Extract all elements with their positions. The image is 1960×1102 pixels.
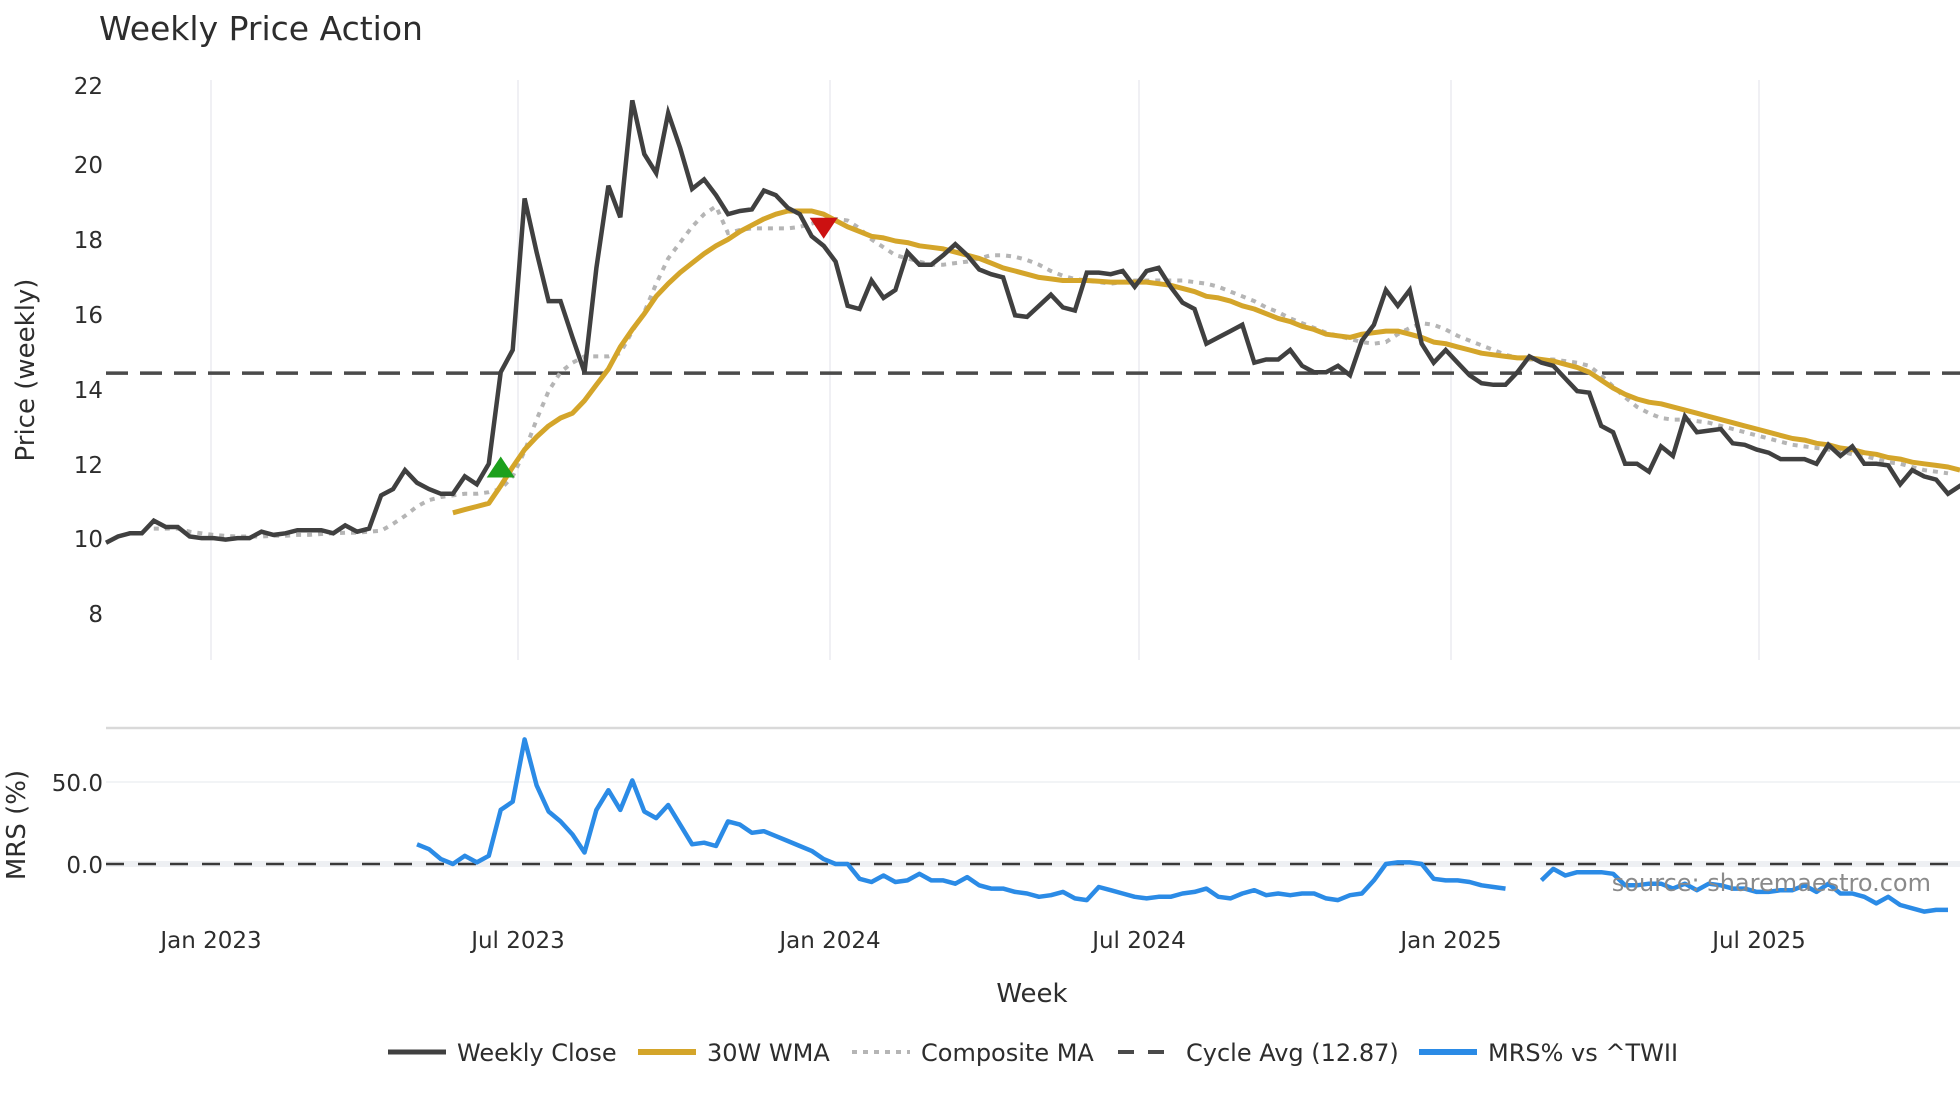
x-tick: Jul 2023	[469, 928, 565, 954]
price-tick: 18	[74, 228, 103, 254]
price-tick: 16	[74, 303, 103, 329]
price-grid	[210, 80, 1760, 660]
legend-item-cycle-avg[interactable]: Cycle Avg (12.87)	[1118, 1039, 1399, 1067]
price-tick: 22	[74, 74, 103, 100]
price-tick: 8	[88, 602, 103, 628]
mrs-tick: 50.0	[52, 771, 103, 797]
price-axis-title: Price (weekly)	[11, 279, 41, 462]
sell-signal-triangle-icon	[809, 217, 838, 239]
mrs-axis-title: MRS (%)	[2, 770, 32, 880]
legend: Weekly Close 30W WMA Composite MA Cycle …	[388, 1039, 1678, 1067]
legend-item-mrs[interactable]: MRS% vs ^TWII	[1419, 1039, 1678, 1067]
wma-30w-line	[452, 208, 1960, 516]
x-tick: Jan 2023	[158, 928, 261, 954]
mrs-tick: 0.0	[66, 853, 103, 879]
weekly-close-line	[104, 99, 1960, 545]
price-tick: 20	[74, 153, 103, 179]
price-tick: 12	[74, 453, 103, 479]
chart-title: Weekly Price Action	[99, 9, 423, 48]
x-axis: Jan 2023 Jul 2023 Jan 2024 Jul 2024 Jan …	[158, 928, 1805, 954]
mrs-line	[416, 737, 1948, 914]
legend-label: 30W WMA	[707, 1039, 830, 1067]
legend-label: MRS% vs ^TWII	[1488, 1039, 1678, 1067]
legend-item-weekly-close[interactable]: Weekly Close	[388, 1039, 617, 1067]
price-y-axis: 22 20 18 16 14 12 10 8	[74, 74, 103, 628]
x-tick: Jul 2025	[1710, 928, 1806, 954]
legend-item-30w-wma[interactable]: 30W WMA	[638, 1039, 830, 1067]
source-annotation: source: sharemaestro.com	[1612, 869, 1931, 897]
x-tick: Jan 2025	[1398, 928, 1501, 954]
legend-label: Cycle Avg (12.87)	[1186, 1039, 1399, 1067]
legend-label: Composite MA	[921, 1039, 1094, 1067]
legend-label: Weekly Close	[457, 1039, 617, 1067]
legend-item-composite-ma[interactable]: Composite MA	[852, 1039, 1094, 1067]
x-tick: Jan 2024	[777, 928, 880, 954]
price-tick: 10	[74, 527, 103, 553]
buy-signal-triangle-icon	[486, 456, 515, 478]
price-tick: 14	[74, 378, 103, 404]
x-tick: Jul 2024	[1090, 928, 1186, 954]
x-axis-title: Week	[996, 979, 1067, 1009]
